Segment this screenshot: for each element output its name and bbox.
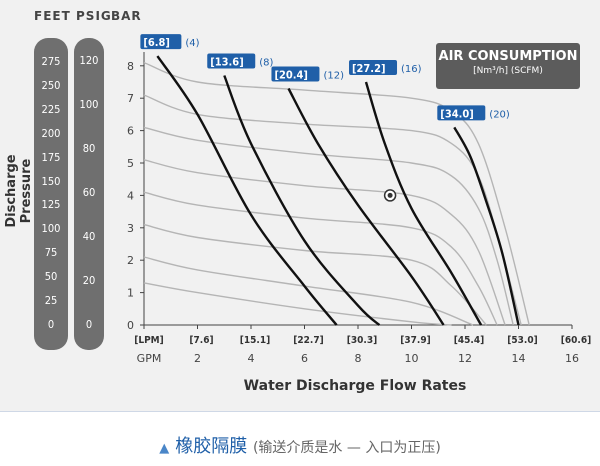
- air-consumption-curve: [156, 55, 338, 326]
- x-lpm-label: [LPM]: [134, 335, 164, 346]
- curve-badge-value: [27.2]: [352, 62, 385, 75]
- pressure-curve: [143, 191, 498, 326]
- curve-badge-value: [13.6]: [210, 56, 243, 69]
- feet-tick-label: 0: [47, 318, 55, 331]
- air-consumption-curve: [223, 75, 381, 326]
- y-tick-label: 7: [127, 92, 134, 105]
- feet-tick-label: 75: [44, 246, 58, 260]
- caption-sub: (输送介质是水 — 入口为正压): [252, 440, 441, 456]
- air-consumption-curve: [287, 87, 445, 326]
- x-lpm-label: [53.0]: [507, 335, 537, 346]
- feet-tick-label: 25: [44, 294, 58, 308]
- y-tick-label: 0: [127, 319, 134, 332]
- air-consumption-curve: [453, 126, 520, 326]
- y-tick-label: 6: [127, 125, 134, 138]
- feet-tick-label: 250: [41, 78, 61, 92]
- feet-tick-label: 100: [41, 222, 61, 236]
- psig-tick-label: 40: [82, 230, 96, 243]
- x-lpm-label: [22.7]: [293, 335, 323, 346]
- x-gpm-label: 8: [355, 352, 362, 365]
- x-lpm-label: [7.6]: [189, 335, 213, 346]
- x-gpm-label: 16: [565, 352, 579, 365]
- y-tick-label: 4: [127, 189, 134, 202]
- figure-caption: ▲ 橡胶隔膜 (输送介质是水 — 入口为正压): [0, 432, 600, 458]
- psig-tick-label: 80: [82, 142, 96, 155]
- pressure-curve: [143, 223, 487, 326]
- y-tick-label: 8: [127, 60, 134, 73]
- psig-scale-pill: [74, 38, 104, 350]
- psig-tick-label: 120: [79, 54, 99, 67]
- curve-badge: [140, 34, 182, 50]
- feet-tick-label: 275: [41, 55, 61, 68]
- feet-tick-label: 225: [41, 102, 61, 116]
- chart-frame: FEET PSIG BAR 275 250 225 200 175 150 125 100 75…: [0, 0, 600, 412]
- x-lpm-label: [30.3]: [347, 335, 377, 346]
- x-lpm-label: [60.6]: [561, 335, 591, 346]
- bar-unit-header: BAR: [111, 9, 142, 23]
- curve-badge-value: [6.8]: [143, 36, 170, 49]
- feet-tick-label: 175: [41, 150, 61, 164]
- curve-badge: [271, 66, 320, 82]
- y-tick-label: 2: [127, 254, 134, 267]
- air-consumption-units: [Nm³/h] (SCFM): [473, 66, 543, 76]
- curve-badge-scfm: (12): [323, 70, 344, 81]
- x-gpm-label: 4: [248, 352, 255, 365]
- y-tick-label: 3: [127, 222, 134, 235]
- curve-badge: [207, 53, 256, 69]
- curve-badge: [349, 60, 398, 75]
- x-gpm-label: 10: [405, 352, 419, 365]
- feet-scale-pill: [34, 38, 68, 350]
- pressure-curve: [143, 61, 530, 326]
- psig-tick-label: 60: [82, 186, 96, 199]
- pressure-curve: [143, 282, 452, 326]
- psig-unit-header: PSIG: [76, 9, 112, 23]
- x-gpm-label: 14: [512, 352, 526, 365]
- x-gpm-label: 6: [301, 352, 308, 365]
- air-consumption-curve: [364, 81, 483, 326]
- y-tick-label: 1: [127, 287, 134, 300]
- curve-badge-value: [20.4]: [274, 68, 307, 81]
- pump-curve-chart: 012345678[LPM]GPM[7.6]2[15.1]4[22.7]6[30…: [127, 34, 591, 365]
- air-consumption-legend-box: AIR CONSUMPTION [Nm³/h] (SCFM): [436, 43, 580, 89]
- curve-badge-scfm: (8): [259, 58, 273, 69]
- y-tick-label: 5: [127, 157, 134, 170]
- psig-tick-label: 20: [82, 274, 96, 287]
- feet-unit-header: FEET: [34, 9, 71, 23]
- feet-tick-label: 150: [41, 174, 61, 188]
- feet-tick-label: 200: [41, 126, 61, 140]
- curve-badge-scfm: (16): [401, 64, 422, 75]
- curve-badge-scfm: (20): [489, 109, 510, 120]
- air-consumption-title: AIR CONSUMPTION: [438, 49, 578, 64]
- x-gpm-label: 2: [194, 352, 201, 365]
- caption-main: 橡胶隔膜: [175, 436, 248, 457]
- psig-tick-label: 100: [79, 98, 99, 111]
- x-gpm-label: 12: [458, 352, 472, 365]
- x-gpm-label: GPM: [137, 352, 162, 365]
- curve-badge-value: [34.0]: [440, 107, 473, 120]
- x-lpm-label: [15.1]: [240, 335, 270, 346]
- operating-point-dot: [387, 192, 393, 198]
- pressure-curve: [143, 159, 506, 326]
- curve-badge: [437, 105, 486, 121]
- x-axis-title: Water Discharge Flow Rates: [243, 378, 467, 394]
- triangle-up-icon: ▲: [159, 441, 170, 456]
- x-lpm-label: [45.4]: [454, 335, 484, 346]
- psig-tick-label: 0: [85, 318, 93, 331]
- feet-tick-label: 125: [41, 198, 61, 212]
- pressure-curve: [143, 126, 514, 326]
- feet-tick-label: 50: [44, 270, 58, 284]
- curve-badge-scfm: (4): [185, 38, 199, 49]
- x-lpm-label: [37.9]: [400, 335, 430, 346]
